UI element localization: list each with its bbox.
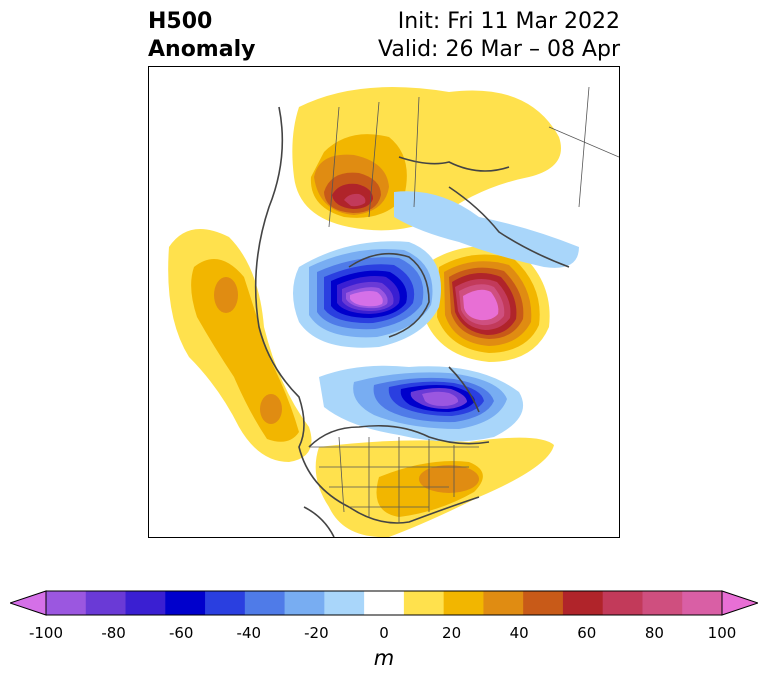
colorbar-segment [682, 591, 723, 615]
colorbar-segment [443, 591, 484, 615]
valid-date-label: Valid: 26 Mar – 08 Apr [378, 37, 620, 62]
colorbar-segment [364, 591, 405, 615]
colorbar-tick-label: -20 [304, 624, 329, 642]
colorbar-segment [483, 591, 524, 615]
colorbar-segment [284, 591, 325, 615]
colorbar-tick-label: 80 [644, 624, 664, 642]
colorbar-segment [562, 591, 604, 615]
title-field-name: H500 [148, 9, 213, 34]
colorbar-tick-label: 20 [442, 624, 462, 642]
colorbar-arrow-left [10, 590, 47, 616]
colorbar-segment [46, 591, 87, 615]
colorbar-tick-label: -60 [168, 624, 194, 642]
negative-anomaly-canada [319, 365, 524, 442]
colorbar-tick-label: -40 [236, 624, 262, 642]
colorbar-segment [523, 591, 564, 615]
colorbar-segment [125, 591, 166, 615]
colorbar-unit: m [373, 646, 395, 670]
colorbar-segment [205, 591, 246, 615]
colorbar-tick-label: 60 [577, 624, 597, 642]
colorbar-segment [324, 591, 365, 615]
colorbar-segment [85, 591, 127, 615]
colorbar-tick-label: 100 [707, 624, 737, 642]
colorbar-frame [45, 590, 723, 616]
colorbar-segment [244, 591, 286, 615]
colorbar-segment [403, 591, 445, 615]
state-borders [309, 86, 619, 522]
colorbar-tick-label: 40 [509, 624, 529, 642]
positive-anomaly-east [421, 246, 550, 362]
anomaly-map [148, 66, 620, 538]
positive-anomaly-west [168, 229, 312, 462]
colorbar-tick-label: 0 [379, 624, 389, 642]
init-date-label: Init: Fri 11 Mar 2022 [397, 9, 620, 34]
chart-title-right: Init: Fri 11 Mar 2022 Valid: 26 Mar – 08… [378, 8, 620, 64]
colorbar-segments [10, 590, 758, 616]
negative-anomaly-central [293, 191, 579, 348]
colorbar [10, 590, 758, 616]
colorbar-tick-label: -100 [28, 624, 64, 642]
colorbar-arrow-right [721, 590, 758, 616]
chart-title-left: H500 Anomaly [148, 8, 255, 64]
colorbar-segment [602, 591, 643, 615]
coastlines [254, 106, 570, 537]
colorbar-tick-label: -80 [101, 624, 126, 642]
title-field-type: Anomaly [148, 37, 256, 62]
colorbar-segment [642, 591, 683, 615]
map-svg [168, 86, 619, 537]
colorbar-segment [165, 591, 206, 615]
